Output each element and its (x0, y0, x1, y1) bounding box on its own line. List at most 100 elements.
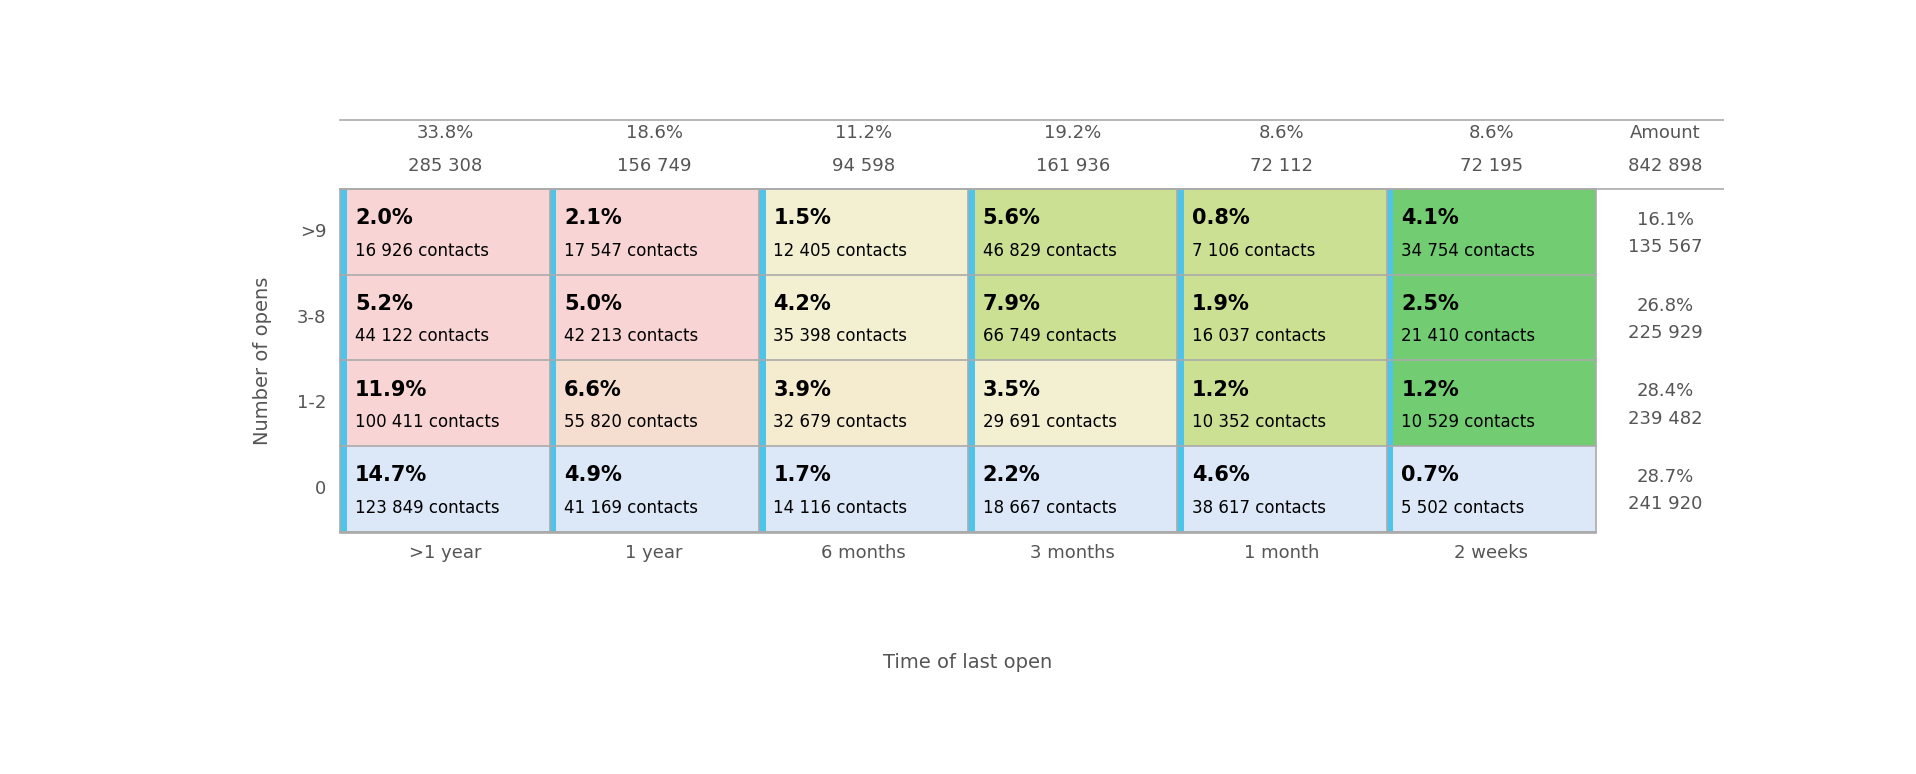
Text: 46 829 contacts: 46 829 contacts (983, 241, 1117, 260)
Text: 4.6%: 4.6% (1192, 465, 1249, 485)
Text: 3.9%: 3.9% (774, 379, 832, 399)
Text: 0.7%: 0.7% (1401, 465, 1458, 485)
Bar (1176, 275, 1387, 361)
Text: 16 037 contacts: 16 037 contacts (1192, 327, 1326, 345)
Bar (550, 189, 759, 275)
Text: 1 month: 1 month (1243, 544, 1320, 563)
Text: 4.2%: 4.2% (774, 294, 832, 314)
Bar (1387, 361, 1393, 446)
Text: 28.7%: 28.7% (1636, 468, 1694, 486)
Text: 26.8%: 26.8% (1636, 296, 1694, 314)
Text: 2.1%: 2.1% (563, 208, 623, 228)
Text: 123 849 contacts: 123 849 contacts (354, 498, 500, 517)
Text: 161 936: 161 936 (1035, 157, 1109, 175)
Text: 16.1%: 16.1% (1636, 211, 1694, 229)
Text: 38 617 contacts: 38 617 contacts (1192, 498, 1326, 517)
Text: 42 213 contacts: 42 213 contacts (563, 327, 699, 345)
Text: 3 months: 3 months (1031, 544, 1115, 563)
Text: 2.2%: 2.2% (983, 465, 1040, 485)
Text: 12 405 contacts: 12 405 contacts (774, 241, 908, 260)
Bar (759, 189, 968, 275)
Bar (1387, 189, 1393, 275)
Bar (1387, 446, 1596, 532)
Text: 28.4%: 28.4% (1636, 382, 1694, 400)
Text: 14.7%: 14.7% (354, 465, 427, 485)
Text: 1.7%: 1.7% (774, 465, 832, 485)
Bar (759, 275, 766, 361)
Text: 4.9%: 4.9% (563, 465, 623, 485)
Text: 225 929: 225 929 (1629, 324, 1703, 342)
Text: 135 567: 135 567 (1629, 238, 1703, 256)
Text: 6.6%: 6.6% (563, 379, 623, 399)
Bar (341, 446, 550, 532)
Bar (968, 446, 1176, 532)
Text: Amount: Amount (1631, 124, 1701, 142)
Bar (1176, 361, 1184, 446)
Text: 11.9%: 11.9% (354, 379, 427, 399)
Text: >1 year: >1 year (408, 544, 481, 563)
Text: 3-8: 3-8 (297, 309, 326, 327)
Text: 44 122 contacts: 44 122 contacts (354, 327, 489, 345)
Bar (1176, 275, 1184, 361)
Text: 32 679 contacts: 32 679 contacts (774, 413, 908, 431)
Text: 285 308: 285 308 (408, 157, 483, 175)
Text: 19.2%: 19.2% (1044, 124, 1102, 142)
Bar (550, 275, 556, 361)
Text: 5.2%: 5.2% (354, 294, 412, 314)
Bar (550, 361, 759, 446)
Text: 35 398 contacts: 35 398 contacts (774, 327, 908, 345)
Text: 6 months: 6 months (820, 544, 906, 563)
Bar (759, 361, 968, 446)
Text: Number of opens: Number of opens (253, 276, 272, 444)
Text: 18.6%: 18.6% (627, 124, 682, 142)
Text: >9: >9 (299, 223, 326, 241)
Bar (1387, 189, 1596, 275)
Bar (550, 361, 556, 446)
Text: 5 502 contacts: 5 502 contacts (1401, 498, 1525, 517)
Bar (341, 189, 347, 275)
Text: 1-2: 1-2 (297, 394, 326, 413)
Bar (1176, 361, 1387, 446)
Text: 72 195: 72 195 (1460, 157, 1523, 175)
Text: 5.0%: 5.0% (563, 294, 623, 314)
Text: 0.8%: 0.8% (1192, 208, 1249, 228)
Bar (550, 446, 556, 532)
Text: 842 898: 842 898 (1629, 157, 1703, 175)
Bar (550, 446, 759, 532)
Text: 0: 0 (314, 480, 326, 498)
Bar (1176, 189, 1184, 275)
Text: 241 920: 241 920 (1629, 495, 1703, 513)
Text: Time of last open: Time of last open (883, 653, 1052, 672)
Bar (759, 446, 766, 532)
Bar (1387, 275, 1393, 361)
Text: 72 112: 72 112 (1251, 157, 1312, 175)
Text: 11.2%: 11.2% (835, 124, 893, 142)
Text: 2.0%: 2.0% (354, 208, 412, 228)
Text: 1.2%: 1.2% (1401, 379, 1458, 399)
Text: 1 year: 1 year (625, 544, 682, 563)
Bar (341, 189, 550, 275)
Bar (341, 275, 550, 361)
Text: 94 598: 94 598 (832, 157, 895, 175)
Text: 5.6%: 5.6% (983, 208, 1040, 228)
Text: 41 169 contacts: 41 169 contacts (563, 498, 697, 517)
Text: 18 667 contacts: 18 667 contacts (983, 498, 1117, 517)
Text: 8.6%: 8.6% (1468, 124, 1514, 142)
Text: 156 749: 156 749 (617, 157, 692, 175)
Bar (968, 361, 1176, 446)
Bar (968, 189, 975, 275)
Bar (968, 361, 975, 446)
Bar (341, 361, 347, 446)
Bar (759, 275, 968, 361)
Text: 21 410 contacts: 21 410 contacts (1401, 327, 1535, 345)
Text: 34 754 contacts: 34 754 contacts (1401, 241, 1535, 260)
Text: 17 547 contacts: 17 547 contacts (563, 241, 697, 260)
Text: 14 116 contacts: 14 116 contacts (774, 498, 908, 517)
Bar (968, 446, 975, 532)
Bar (759, 446, 968, 532)
Bar (1176, 446, 1387, 532)
Text: 55 820 contacts: 55 820 contacts (563, 413, 697, 431)
Bar (341, 361, 550, 446)
Text: 29 691 contacts: 29 691 contacts (983, 413, 1117, 431)
Text: 33.8%: 33.8% (416, 124, 473, 142)
